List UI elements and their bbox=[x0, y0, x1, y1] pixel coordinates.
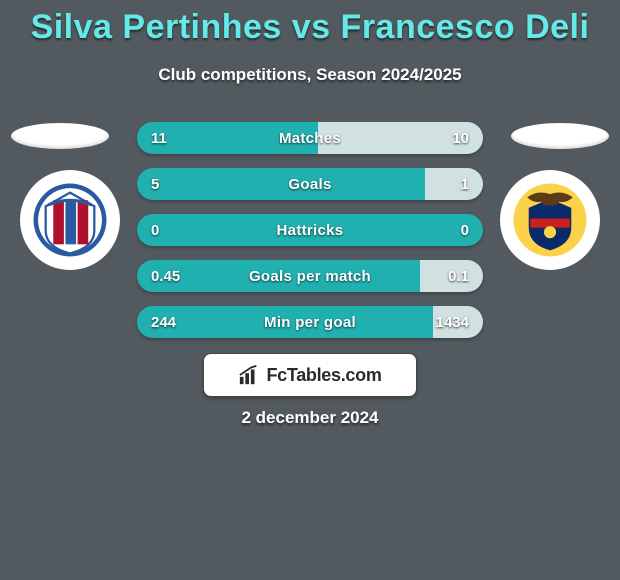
page-title: Silva Pertinhes vs Francesco Deli bbox=[0, 0, 620, 47]
stat-fill-right bbox=[318, 122, 483, 154]
brand-badge[interactable]: FcTables.com bbox=[203, 353, 417, 397]
snapshot-date: 2 december 2024 bbox=[0, 408, 620, 428]
stat-left-value: 244 bbox=[151, 306, 176, 338]
stat-row: 0.45 Goals per match 0.1 bbox=[137, 260, 483, 292]
stat-row: 11 Matches 10 bbox=[137, 122, 483, 154]
bar-chart-icon bbox=[238, 364, 260, 386]
club-crest-left bbox=[20, 170, 120, 270]
stat-row: 244 Min per goal 1434 bbox=[137, 306, 483, 338]
stat-left-value: 0.45 bbox=[151, 260, 180, 292]
comparison-card: Silva Pertinhes vs Francesco Deli Club c… bbox=[0, 0, 620, 580]
casertana-crest-icon bbox=[512, 182, 588, 258]
stat-left-value: 0 bbox=[151, 214, 159, 246]
stat-right-value: 0 bbox=[461, 214, 469, 246]
crotone-crest-icon bbox=[32, 182, 108, 258]
player-avatar-left bbox=[11, 123, 109, 149]
stat-row: 5 Goals 1 bbox=[137, 168, 483, 200]
subtitle: Club competitions, Season 2024/2025 bbox=[0, 65, 620, 85]
stat-fill-right bbox=[425, 168, 483, 200]
stat-left-value: 5 bbox=[151, 168, 159, 200]
stat-row: 0 Hattricks 0 bbox=[137, 214, 483, 246]
club-crest-right bbox=[500, 170, 600, 270]
stat-label: Min per goal bbox=[137, 306, 483, 338]
brand-text: FcTables.com bbox=[266, 365, 381, 386]
stat-label: Hattricks bbox=[137, 214, 483, 246]
stat-left-value: 11 bbox=[151, 122, 167, 154]
player-avatar-right bbox=[511, 123, 609, 149]
stat-fill-right bbox=[433, 306, 483, 338]
stats-bars: 11 Matches 10 5 Goals 1 0 Hattricks 0 0.… bbox=[137, 122, 483, 352]
stat-fill-right bbox=[420, 260, 483, 292]
